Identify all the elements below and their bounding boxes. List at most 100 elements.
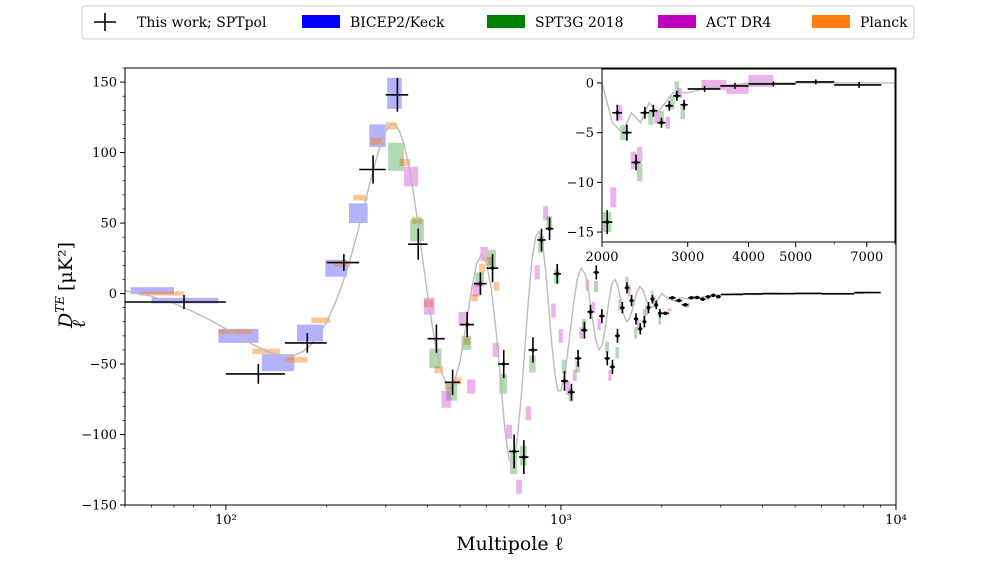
legend-label-bicep: BICEP2/Keck <box>350 15 445 31</box>
main-band-spt3g-2018-25 <box>658 313 662 325</box>
main-band-planck-16 <box>471 294 478 302</box>
main-sptpol-point-15 <box>528 337 538 363</box>
main-band-act-dr4-22 <box>618 299 622 311</box>
inset-y-tick-label-0: −15 <box>567 226 594 241</box>
legend-label-spt3g: SPT3G 2018 <box>535 15 624 31</box>
main-band-act-dr4-6 <box>480 247 488 262</box>
main-sptpol-point-4 <box>359 155 386 184</box>
main-sptpol-point-43 <box>688 295 695 300</box>
inset-sptpol-point-39 <box>602 210 613 235</box>
inset-axes: −15 −10 −5 0 2000 3000 4000 5000 7000 <box>567 76 896 265</box>
inset-band-act-dr4-35 <box>726 83 749 94</box>
main-sptpol-point-29 <box>619 302 625 314</box>
main-band-act-dr4-20 <box>597 318 601 331</box>
main-y-tick-label-2: −50 <box>90 358 117 373</box>
y-axis-title-main: D <box>55 313 77 329</box>
y-axis-title-unit: [μK²] <box>55 242 77 291</box>
legend-item-bicep: BICEP2/Keck <box>302 15 445 31</box>
main-band-spt3g-2018-22 <box>634 327 638 339</box>
inset-theory-curve <box>601 82 895 134</box>
main-band-act-dr4-21 <box>608 369 612 381</box>
main-x-tick-label-2: 10⁴ <box>885 513 907 528</box>
inset-x-tick-label-4: 7000 <box>850 250 883 265</box>
main-sptpol-point-36 <box>650 294 655 304</box>
inset-sptpol-point-40 <box>612 104 623 121</box>
main-sptpol-point-28 <box>615 328 620 343</box>
y-axis-title-sup: TE <box>53 296 67 313</box>
main-sptpol-point-7 <box>427 324 445 353</box>
main-band-spt3g-2018-29 <box>693 297 698 300</box>
main-y-tick-label-1: −100 <box>81 428 117 443</box>
main-x-tick-label-1: 10³ <box>550 513 572 528</box>
main-band-planck-5 <box>333 261 351 267</box>
main-band-act-dr4-7 <box>492 342 500 357</box>
legend-item-sptpol: This work; SPTpol <box>94 13 267 31</box>
main-band-planck-8 <box>385 122 398 130</box>
main-sptpol-point-51 <box>762 292 796 295</box>
inset-sptpol-point-50 <box>720 82 749 89</box>
inset-sptpol-point-53 <box>834 81 882 88</box>
main-band-act-dr4-2 <box>441 390 452 408</box>
main-sptpol-point-32 <box>633 313 639 325</box>
inset-x-tick-label-1: 3000 <box>671 250 704 265</box>
inset-sptpol-point-44 <box>649 104 658 117</box>
main-band-spt3g-2018-10 <box>529 355 536 373</box>
inset-sptpol-point-45 <box>657 117 666 128</box>
main-band-spt3g-2018-28 <box>685 304 690 308</box>
main-band-bicep2-keck-5 <box>325 259 348 277</box>
inset-sptpol-point-43 <box>640 106 650 119</box>
inset-sptpol-point-52 <box>795 79 835 85</box>
main-band-act-dr4-32 <box>705 298 709 301</box>
inset-band-act-dr4-34 <box>701 79 727 90</box>
legend-item-act: ACT DR4 <box>658 15 771 31</box>
main-band-planck-0 <box>138 291 184 296</box>
inset-sptpol-point-41 <box>622 124 632 141</box>
legend-label-planck: Planck <box>860 15 908 31</box>
main-sptpol-point-20 <box>568 383 575 401</box>
main-sptpol-point-48 <box>715 294 721 299</box>
main-band-act-dr4-23 <box>627 285 631 297</box>
main-sptpol-point-13 <box>509 434 520 469</box>
main-band-planck-14 <box>454 377 462 385</box>
main-band-act-dr4-8 <box>505 424 513 439</box>
main-sptpol-point-17 <box>545 217 554 240</box>
legend-label-act: ACT DR4 <box>705 15 771 31</box>
main-band-planck-4 <box>311 317 331 324</box>
main-band-spt3g-2018-20 <box>615 347 619 359</box>
main-band-planck-18 <box>486 256 493 266</box>
inset-band-act-dr4-30 <box>636 147 643 162</box>
main-sptpol-point-53 <box>821 293 855 295</box>
inset-y-tick-label-3: 0 <box>586 76 594 91</box>
main-sptpol-point-50 <box>743 293 763 295</box>
main-band-spt3g-2018-2 <box>429 348 442 369</box>
inset-sptpol-point-51 <box>748 81 796 87</box>
main-sptpol-point-10 <box>473 272 487 295</box>
main-band-spt3g-2018-4 <box>461 335 472 350</box>
main-sptpol-point-23 <box>587 304 594 319</box>
main-sptpol-point-27 <box>609 359 615 374</box>
main-sptpol-point-52 <box>795 292 822 295</box>
legend-marker-planck <box>812 15 850 28</box>
legend: This work; SPTpol BICEP2/Keck SPT3G 2018… <box>81 5 915 40</box>
main-band-act-dr4-14 <box>558 328 564 343</box>
main-sptpol-point-30 <box>624 282 630 294</box>
main-sptpol-point-34 <box>642 316 647 328</box>
inset-x-tick-label-2: 4000 <box>732 250 765 265</box>
main-band-act-dr4-24 <box>636 318 640 331</box>
main-sptpol-point-12 <box>498 349 510 379</box>
inset-y-tick-label-2: −5 <box>575 126 594 141</box>
main-sptpol-point-54 <box>854 291 881 294</box>
main-sptpol-point-47 <box>710 293 716 298</box>
main-sptpol-point-6 <box>408 228 428 260</box>
main-sptpol-point-11 <box>486 254 499 283</box>
main-y-tick-label-6: 150 <box>92 76 117 91</box>
main-sptpol-point-16 <box>537 228 546 252</box>
main-sptpol-point-8 <box>444 369 461 396</box>
main-band-planck-17 <box>479 263 486 273</box>
main-band-act-dr4-30 <box>685 302 690 305</box>
main-band-spt3g-2018-14 <box>561 359 567 374</box>
x-axis-title: Multipole ℓ <box>456 533 564 555</box>
inset-band-spt3g-2018-29 <box>648 110 654 125</box>
main-band-planck-12 <box>434 366 444 374</box>
